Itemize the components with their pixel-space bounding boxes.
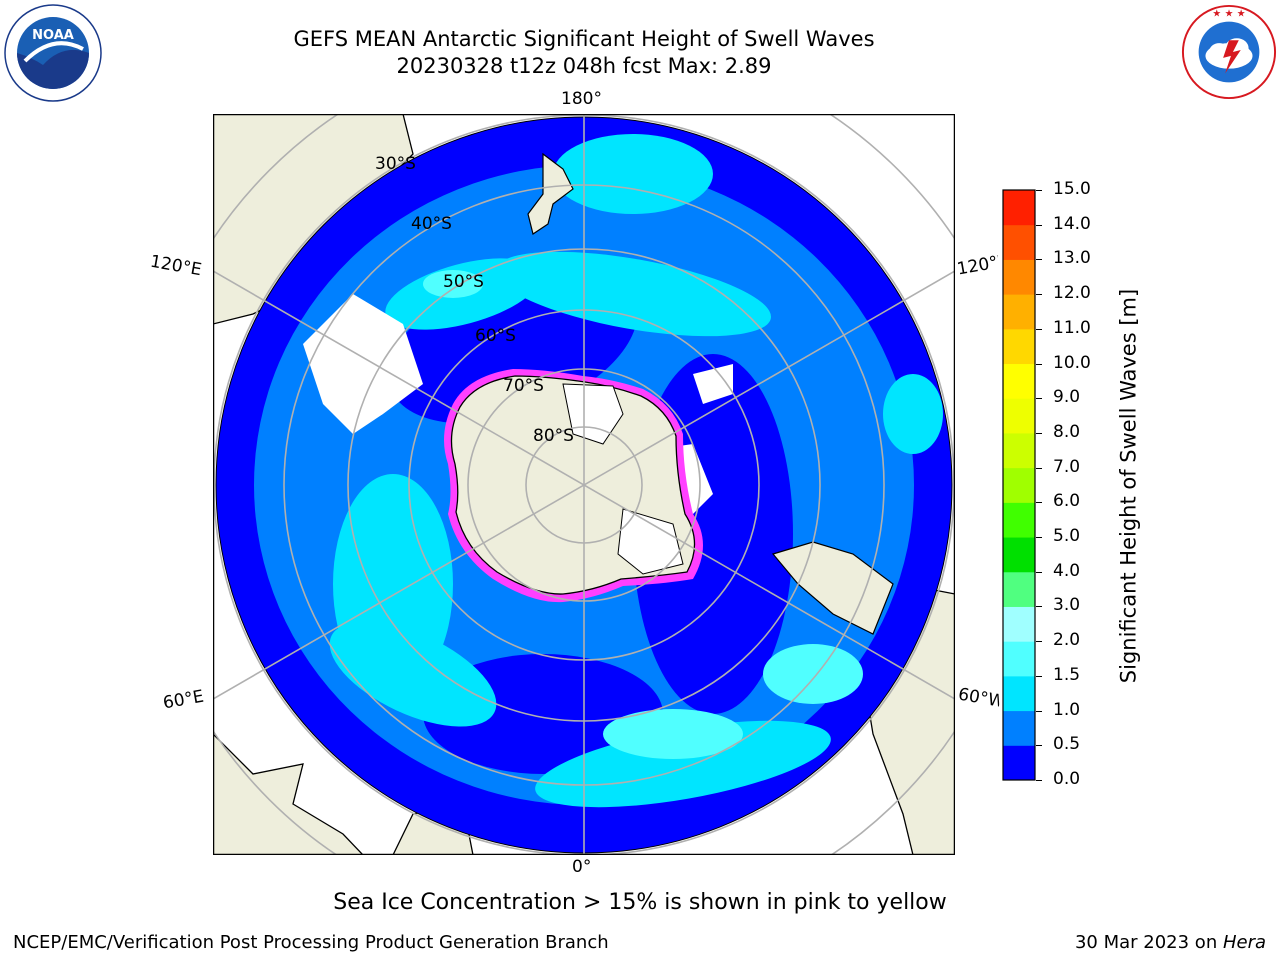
- colorbar-tick-label: 0.0: [1053, 769, 1081, 789]
- colorbar-swatch: [1003, 363, 1035, 399]
- colorbar-tick-mark: [1036, 259, 1042, 261]
- colorbar-tick-mark: [1036, 432, 1042, 434]
- lon-label-top: 180°: [561, 89, 602, 109]
- colorbar-swatch: [1003, 224, 1035, 260]
- swell-field: [254, 134, 943, 808]
- colorbar-swatch: [1003, 537, 1035, 573]
- colorbar-tick-mark: [1036, 190, 1042, 191]
- colorbar-tick-label: 9.0: [1053, 387, 1081, 408]
- colorbar-tick-label: 4.0: [1053, 560, 1081, 581]
- colorbar-tick-mark: [1036, 224, 1042, 226]
- lat-label: 50°S: [443, 272, 484, 292]
- colorbar-tick-mark: [1036, 745, 1042, 747]
- noaa-logo: NOAA: [4, 4, 102, 102]
- colorbar-swatch: [1003, 502, 1035, 538]
- colorbar-tick-label: 1.0: [1053, 699, 1081, 720]
- colorbar-swatch: [1003, 467, 1035, 503]
- colorbar-label: Significant Height of Swell Waves [m]: [1116, 288, 1141, 684]
- south-america-tip: [771, 541, 894, 635]
- lon-label-upper-right: 120°W: [955, 252, 1001, 280]
- noaa-logo-text: NOAA: [32, 28, 74, 43]
- branch-credit: NCEP/EMC/Verification Post Processing Pr…: [13, 932, 609, 953]
- sea-ice-note: Sea Ice Concentration > 15% is shown in …: [333, 890, 947, 915]
- colorbar-tick-label: 1.5: [1053, 664, 1081, 685]
- colorbar-tick-mark: [1036, 571, 1042, 573]
- lon-label-bottom: 0°: [572, 857, 592, 877]
- machine-name: Hera: [1222, 932, 1266, 953]
- polar-map: 30°S 40°S 50°S 60°S 70°S 80°S: [213, 114, 955, 855]
- colorbar-swatch: [1003, 710, 1035, 746]
- lat-label: 30°S: [375, 154, 416, 174]
- colorbar-tick-mark: [1036, 641, 1042, 643]
- colorbar-swatch: [1003, 745, 1035, 781]
- colorbar-tick-mark: [1036, 537, 1042, 539]
- nws-logo: ★ ★ ★: [1181, 4, 1277, 100]
- colorbar-swatch: [1003, 606, 1035, 642]
- chart-title: GEFS MEAN Antarctic Significant Height o…: [293, 27, 875, 51]
- colorbar-tick-label: 13.0: [1053, 248, 1091, 269]
- lat-label: 70°S: [503, 376, 544, 396]
- colorbar-tick-label: 7.0: [1053, 456, 1081, 477]
- new-zealand: [527, 152, 574, 235]
- lon-label-upper-left: 120°E: [148, 251, 204, 281]
- colorbar-tick-label: 2.0: [1053, 630, 1081, 651]
- colorbar-tick-mark: [1036, 675, 1042, 677]
- lat-label: 80°S: [533, 426, 574, 446]
- colorbar-swatch: [1003, 641, 1035, 677]
- antarctica: [444, 369, 703, 603]
- run-date: 30 Mar 2023 on Hera: [1075, 932, 1266, 953]
- colorbar-tick-label: 8.0: [1053, 421, 1081, 442]
- colorbar-tick-mark: [1036, 363, 1042, 365]
- colorbar-tick-label: 10.0: [1053, 352, 1091, 373]
- colorbar-swatch: [1003, 328, 1035, 365]
- colorbar-tick-label: 6.0: [1053, 491, 1081, 512]
- colorbar-swatch: [1003, 398, 1035, 434]
- colorbar-tick-mark: [1036, 502, 1042, 504]
- colorbar-tick-mark: [1036, 398, 1042, 400]
- colorbar-swatch: [1003, 190, 1035, 226]
- colorbar-tick-mark: [1036, 606, 1042, 608]
- lat-label: 60°S: [475, 326, 516, 346]
- colorbar-tick-mark: [1036, 294, 1042, 296]
- colorbar-tick-mark: [1036, 328, 1042, 330]
- chart-subtitle: 20230328 t12z 048h fcst Max: 2.89: [396, 54, 772, 78]
- colorbar-tick-label: 5.0: [1053, 526, 1081, 547]
- colorbar-tick-label: 12.0: [1053, 283, 1091, 304]
- colorbar-swatch: [1003, 432, 1035, 469]
- lon-label-lower-right: 60°W: [956, 684, 1002, 712]
- colorbar-tick-label: 3.0: [1053, 595, 1081, 616]
- colorbar-swatch: [1003, 294, 1035, 330]
- colorbar-tick-label: 15.0: [1053, 179, 1091, 199]
- colorbar-swatch: [1003, 259, 1035, 295]
- colorbar-tick-mark: [1036, 710, 1042, 712]
- lat-label: 40°S: [411, 214, 452, 234]
- colorbar-swatch: [1003, 675, 1035, 712]
- colorbar-tick-label: 0.5: [1053, 734, 1081, 755]
- colorbar-tick-mark: [1036, 780, 1042, 781]
- colorbar: [1002, 189, 1036, 781]
- colorbar-tick-label: 14.0: [1053, 213, 1091, 234]
- lon-label-lower-left: 60°E: [161, 686, 206, 714]
- run-date-text: 30 Mar 2023 on: [1074, 932, 1223, 953]
- colorbar-swatch: [1003, 571, 1035, 607]
- latitude-labels: 30°S 40°S 50°S 60°S 70°S 80°S: [375, 154, 574, 446]
- colorbar-tick-mark: [1036, 467, 1042, 469]
- svg-text:★ ★ ★: ★ ★ ★: [1212, 9, 1245, 20]
- colorbar-tick-label: 11.0: [1053, 317, 1091, 338]
